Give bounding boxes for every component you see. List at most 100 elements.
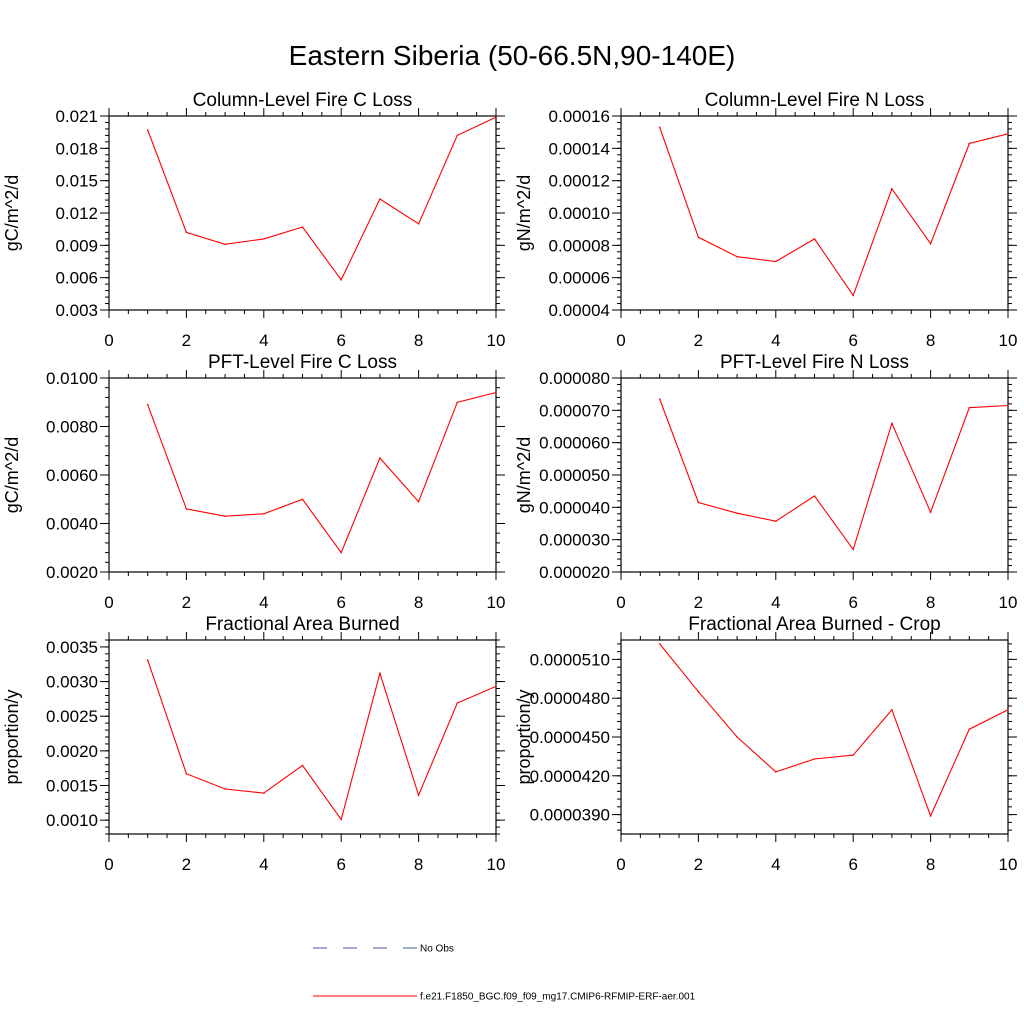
x-tick-label: 10	[487, 593, 506, 612]
plot-frame	[620, 639, 1009, 835]
panel-title: PFT-Level Fire N Loss	[720, 352, 909, 373]
y-tick-label: 0.000070	[539, 401, 610, 420]
plot-frame	[108, 639, 497, 835]
series-line	[147, 391, 497, 554]
x-tick-label: 4	[259, 593, 268, 612]
x-tick-label: 4	[771, 331, 780, 350]
y-tick-label: 0.0040	[46, 515, 98, 534]
x-tick-label: 2	[182, 855, 191, 874]
y-tick-label: 0.0020	[46, 563, 98, 582]
panel-title: Column-Level Fire N Loss	[705, 90, 925, 111]
data-point	[340, 818, 343, 821]
data-point	[340, 551, 343, 554]
chart-panel-4: PFT-Level Fire N Loss 0 2 4 6 8 10 0.000020 0.00…	[514, 352, 1017, 612]
x-tick-label: 2	[182, 331, 191, 350]
y-tick-label: 0.015	[55, 172, 98, 191]
data-point	[968, 406, 971, 409]
data-point	[1007, 709, 1009, 711]
x-tick-label: 0	[104, 593, 113, 612]
data-point	[146, 403, 149, 406]
x-tick-label: 4	[259, 331, 268, 350]
data-point	[775, 771, 777, 773]
series-line	[659, 127, 1009, 297]
x-tick-label: 2	[694, 331, 703, 350]
x-tick-label: 0	[616, 593, 625, 612]
data-point	[658, 643, 661, 645]
data-point	[456, 702, 459, 704]
data-point	[775, 520, 777, 523]
x-tick-label: 10	[999, 855, 1018, 874]
x-tick-label: 10	[999, 331, 1018, 350]
data-point	[495, 685, 497, 688]
y-tick-label: 0.00008	[549, 236, 610, 255]
panel-title: Fractional Area Burned - Crop	[688, 614, 940, 635]
data-point	[495, 116, 497, 118]
data-point	[891, 187, 893, 190]
x-tick-label: 0	[104, 855, 113, 874]
data-point	[929, 815, 932, 817]
data-point	[185, 508, 188, 510]
data-point	[697, 501, 700, 504]
chart-panel-3: PFT-Level Fire C Loss 0 2 4 6 8 10 0.0020 0.0040…	[2, 352, 505, 612]
data-point	[185, 231, 188, 234]
y-tick-label: 0.0015	[46, 777, 98, 796]
y-tick-label: 0.006	[55, 269, 98, 288]
data-point	[813, 758, 816, 760]
data-point	[340, 279, 343, 281]
y-axis-label: proportion/y	[2, 689, 22, 784]
y-tick-label: 0.00004	[549, 301, 610, 320]
data-point	[658, 126, 661, 129]
y-tick-label: 0.003	[55, 301, 98, 320]
data-point	[813, 495, 816, 497]
legend-label-2: f.e21.F1850_BGC.f09_f09_mg17.CMIP6-RFMIP…	[420, 992, 696, 1003]
data-point	[929, 511, 932, 513]
x-tick-label: 8	[926, 593, 935, 612]
x-tick-label: 6	[336, 331, 345, 350]
y-tick-label: 0.018	[55, 139, 98, 158]
y-tick-label: 0.00014	[549, 139, 610, 158]
y-axis-label: gC/m^2/d	[2, 175, 22, 251]
y-tick-label: 0.00010	[549, 204, 610, 223]
series-line	[659, 643, 1009, 818]
x-tick-label: 6	[848, 331, 857, 350]
x-tick-label: 4	[259, 855, 268, 874]
panel-title: PFT-Level Fire C Loss	[208, 352, 397, 373]
data-point	[456, 401, 459, 404]
chart-panel-6: Fractional Area Burned - Crop 0 2 4 6 8 10 0.00…	[514, 614, 1017, 874]
x-tick-label: 10	[487, 331, 506, 350]
y-tick-label: 0.000060	[539, 434, 610, 453]
data-point	[736, 255, 738, 258]
x-tick-label: 0	[616, 331, 625, 350]
data-point	[417, 500, 420, 503]
data-point	[417, 222, 420, 225]
x-tick-label: 4	[771, 855, 780, 874]
y-tick-label: 0.0060	[46, 466, 98, 485]
data-point	[417, 794, 420, 796]
legend: No Obs f.e21.F1850_BGC.f09_f09_mg17.CMIP6…	[313, 944, 696, 1003]
plot-frame	[108, 115, 497, 311]
data-point	[891, 709, 893, 711]
y-tick-label: 0.009	[55, 236, 98, 255]
y-tick-label: 0.012	[55, 204, 98, 223]
data-point	[968, 142, 971, 145]
series-line	[147, 116, 497, 281]
legend-label-1: No Obs	[420, 944, 454, 955]
y-axis-label: gN/m^2/d	[514, 437, 534, 513]
chart-panel-2: Column-Level Fire N Loss 0 2 4 6 8 10 0.00004 0.…	[514, 90, 1017, 350]
x-tick-label: 6	[848, 593, 857, 612]
y-tick-label: 0.0025	[46, 707, 98, 726]
y-tick-label: 0.0000510	[530, 650, 610, 669]
data-point	[301, 498, 304, 501]
chart-panel-1: Column-Level Fire C Loss 0 2 4 6 8 10 0.003 0.00…	[2, 90, 505, 350]
y-tick-label: 0.000030	[539, 531, 610, 550]
data-point	[736, 512, 738, 514]
x-tick-label: 2	[694, 855, 703, 874]
data-point	[852, 294, 854, 297]
data-point	[929, 242, 932, 245]
y-tick-label: 0.0000450	[530, 728, 610, 747]
data-point	[146, 129, 149, 131]
y-tick-label: 0.0080	[46, 418, 98, 437]
data-point	[1007, 404, 1009, 407]
data-point	[224, 515, 226, 518]
